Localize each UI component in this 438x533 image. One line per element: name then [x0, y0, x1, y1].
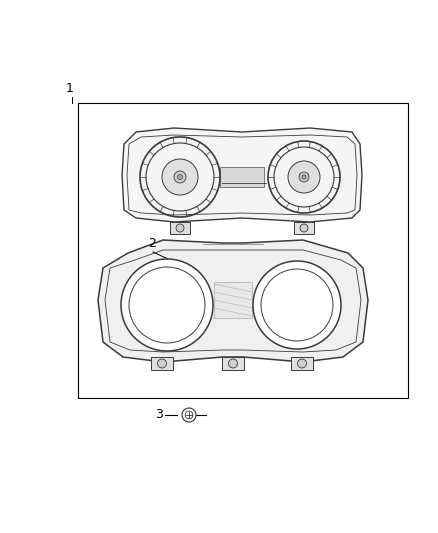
Circle shape — [302, 175, 306, 179]
Circle shape — [177, 174, 183, 180]
Circle shape — [176, 224, 184, 232]
Bar — [220, 167, 264, 187]
Polygon shape — [98, 240, 368, 362]
Circle shape — [121, 259, 213, 351]
Bar — [214, 282, 252, 318]
Circle shape — [229, 359, 237, 368]
Circle shape — [174, 171, 186, 183]
Circle shape — [162, 159, 198, 195]
Text: 1: 1 — [66, 82, 74, 95]
Text: 3: 3 — [155, 408, 163, 422]
Circle shape — [300, 224, 308, 232]
Text: 2: 2 — [148, 237, 156, 250]
Circle shape — [299, 172, 309, 182]
Circle shape — [288, 161, 320, 193]
Bar — [151, 357, 173, 370]
Polygon shape — [122, 128, 362, 222]
Bar — [222, 357, 244, 370]
Circle shape — [297, 359, 307, 368]
Bar — [291, 357, 313, 370]
Bar — [294, 222, 314, 234]
Bar — [170, 222, 190, 234]
Bar — [78, 103, 408, 398]
Circle shape — [158, 359, 166, 368]
Circle shape — [253, 261, 341, 349]
